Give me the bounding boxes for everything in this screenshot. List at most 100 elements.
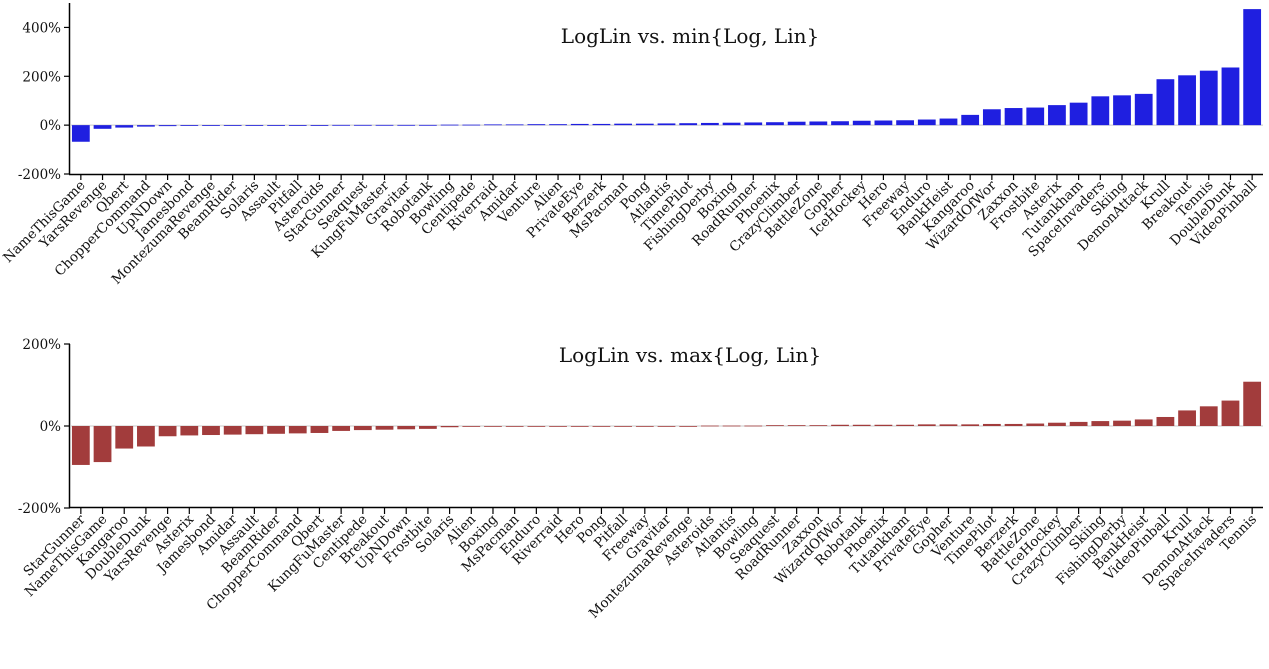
bar-jamesbond (202, 426, 220, 436)
bar-atlantis (722, 425, 741, 427)
y-tick-label: 400% (22, 20, 61, 36)
bar-mspacman (614, 123, 633, 126)
chart-max-comparison: -200% 0% 200% StarGunnerNameThisGameKangar… (18, 337, 1263, 622)
bar-doubledunk (137, 426, 155, 447)
bar-namethisgame (71, 125, 90, 142)
y-tick-label: 200% (22, 337, 61, 353)
bar-jamesbond (180, 125, 199, 126)
bar-demonattack (1134, 93, 1153, 126)
bar-robotank (852, 424, 871, 426)
bar-pitfall (288, 125, 307, 126)
bar-fishingderby (1113, 420, 1131, 426)
bar-solaris (245, 125, 264, 126)
bar-gopher (939, 424, 958, 426)
bar-asterix (180, 426, 199, 436)
bar-phoenix (874, 424, 893, 426)
y-tick-label: 0% (40, 118, 62, 134)
bar-beamrider (267, 426, 285, 434)
bar-bowling (440, 124, 459, 126)
bar-roadrunner (787, 425, 806, 426)
bar-icehockey (852, 120, 871, 126)
bar-bankheist (1134, 419, 1153, 426)
chart-min-comparison: -200% 0% 200% 400% NameThisGameYarsRevengeQ… (0, 3, 1263, 288)
bar-stargunner (71, 426, 90, 465)
x-tick-labels: StarGunnerNameThisGameKangarooDoubleDunk… (20, 508, 1260, 622)
bar-asterix (1048, 105, 1066, 126)
bar-videopinball (1156, 416, 1175, 426)
bar-kangaroo (961, 114, 980, 126)
bar-beamrider (223, 125, 242, 126)
bar-centipede (462, 124, 481, 126)
bar-pong (592, 426, 611, 427)
bar-breakout (1178, 75, 1196, 126)
bar-fishingderby (700, 122, 719, 126)
bar-yarsrevenge (93, 125, 112, 129)
bar-frostbite (1026, 107, 1045, 126)
bar-crazyclimber (787, 121, 806, 126)
y-tick-label: -200% (18, 501, 61, 517)
bar-alien (462, 426, 481, 427)
bar-battlezone (809, 121, 828, 126)
bar-bowling (744, 425, 763, 427)
bar-kangaroo (115, 426, 134, 449)
bar-pong (635, 123, 654, 126)
bar-venture (961, 424, 980, 426)
bar-assault (245, 426, 264, 435)
bar-asteroids (310, 125, 329, 126)
bar-frostbite (419, 426, 437, 429)
bar-skiing (1091, 421, 1110, 426)
bar-asteroids (700, 425, 719, 427)
bar-amidar (505, 124, 524, 126)
bar-wizardofwor (982, 109, 1001, 126)
bar-namethisgame (93, 426, 112, 463)
y-tick-label: -200% (18, 167, 61, 183)
bar-tutankham (1069, 102, 1088, 126)
y-tick-label: 0% (40, 419, 62, 435)
bar-enduro (917, 119, 936, 126)
bar-doubledunk (1221, 67, 1240, 126)
bar-kungfumaster (375, 124, 394, 126)
chart-title: LogLin vs. max{Log, Lin} (559, 343, 821, 367)
bar-choppercommand (288, 426, 307, 434)
bar-seaquest (353, 124, 372, 126)
bar-gravitar (397, 124, 416, 126)
bar-solaris (440, 426, 459, 428)
bar-upndown (158, 125, 177, 127)
bar-robotank (419, 124, 437, 126)
bar-tennis (1199, 70, 1218, 126)
bar-icehockey (1048, 422, 1066, 426)
bar-wizardofwor (831, 424, 849, 426)
bar-pitfall (614, 426, 633, 427)
bar-yarsrevenge (158, 426, 177, 437)
bar-spaceinvaders (1091, 96, 1110, 126)
bar-montezumarevenge (679, 426, 698, 427)
bar-spaceinvaders (1221, 400, 1240, 426)
bar-upndown (397, 426, 416, 430)
bar-gravitar (657, 426, 676, 427)
y-tick-label: 200% (22, 69, 61, 85)
x-tick-labels: NameThisGameYarsRevengeQbertChopperComma… (0, 174, 1260, 288)
bar-breakout (375, 426, 394, 430)
bar-tutankham (896, 424, 914, 426)
bar-alien (549, 124, 567, 126)
bar-zaxxon (809, 425, 828, 426)
bar-gopher (831, 121, 849, 126)
bar-timepilot (679, 123, 698, 126)
chart-title: LogLin vs. min{Log, Lin} (561, 24, 819, 48)
bar-kungfumaster (332, 426, 351, 431)
bar-berzerk (1004, 423, 1023, 426)
bar-roadrunner (744, 122, 763, 126)
bar-berzerk (592, 123, 611, 126)
bar-timepilot (982, 423, 1001, 426)
bar-montezumarevenge (202, 125, 220, 126)
bar-enduro (527, 426, 546, 427)
bar-krull (1178, 410, 1196, 426)
bar-privateeye (570, 123, 589, 126)
bar-bankheist (939, 118, 958, 126)
bar-riverraid (549, 426, 567, 427)
bar-hero (570, 426, 589, 427)
y-ticks: -200% 0% 200% (18, 337, 70, 517)
bars (71, 9, 1262, 142)
bar-venture (527, 124, 546, 126)
